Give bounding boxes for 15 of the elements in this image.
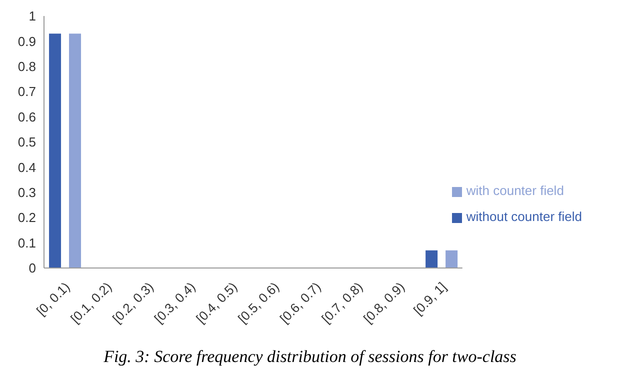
y-tick-label: 0.5 [18,134,36,150]
y-tick-label: 0 [28,260,36,276]
caption: Fig. 3: Score frequency distribution of sessions for two-class [102,347,518,367]
legend-label: with counter field [466,183,564,198]
y-tick-label: 0.6 [18,109,36,124]
y-tick-label: 0.4 [18,160,36,175]
y-tick-label: 0.2 [18,210,36,226]
legend-label: without counter field [466,209,582,224]
y-tick-label: 0.8 [18,59,36,74]
y-tick-label: 0.1 [18,235,36,250]
y-tick-label: 1 [28,8,36,24]
y-tick-label: 0.3 [18,185,36,200]
x-tick-label: [0.9, 1] [410,279,450,318]
y-tick-label: 0.7 [18,84,36,100]
y-tick-label: 0.9 [18,34,36,49]
